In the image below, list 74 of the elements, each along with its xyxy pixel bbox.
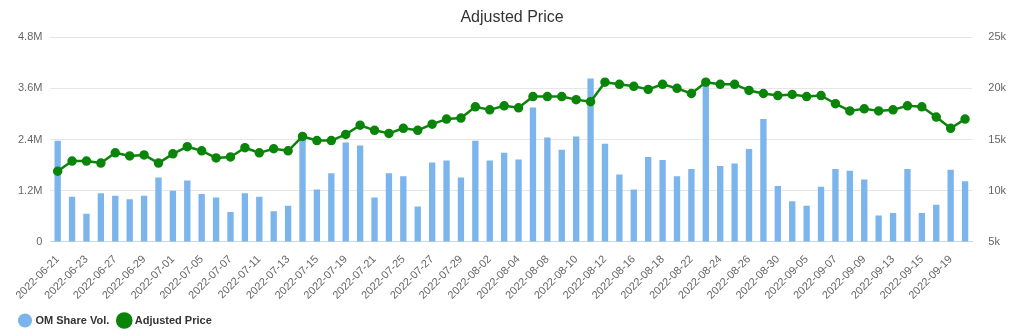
bar (731, 163, 738, 242)
bar (54, 140, 61, 242)
bar (428, 162, 436, 242)
bar (659, 160, 666, 242)
bar (630, 189, 637, 242)
bar (169, 190, 177, 242)
bar (155, 177, 162, 242)
bar (500, 152, 508, 242)
bar (601, 143, 609, 242)
y-tick-label: 2.4M (17, 132, 43, 145)
bar (832, 168, 839, 242)
bar (486, 160, 493, 242)
bar (861, 179, 868, 242)
bar (68, 196, 76, 242)
bar (846, 170, 854, 242)
bar (83, 213, 90, 242)
legend-label: OM Share Vol. (35, 313, 110, 326)
y2-tick-label: 5k (988, 234, 1001, 247)
bar (889, 212, 897, 242)
legend-label: Adjusted Price (134, 313, 212, 326)
bar (515, 159, 522, 242)
bar (140, 195, 148, 242)
bar (918, 212, 926, 242)
bar (126, 199, 133, 242)
y-tick-label: 0 (36, 234, 43, 247)
bar (875, 215, 882, 242)
y-tick-label: 3.6M (17, 81, 43, 94)
bar (817, 186, 825, 242)
bar (774, 186, 781, 242)
bar (97, 193, 105, 242)
bar (198, 194, 205, 242)
bar (544, 137, 551, 242)
chart-title: Adjusted Price (460, 8, 564, 26)
bar (673, 176, 681, 242)
y2-tick-label: 15k (988, 132, 1007, 145)
bar (112, 195, 119, 242)
bar (414, 206, 421, 242)
bar (688, 168, 695, 242)
bar (284, 205, 292, 242)
bar (789, 201, 796, 242)
bar (443, 160, 450, 242)
y2-tick-label: 10k (988, 183, 1007, 196)
y2-tick-label: 25k (988, 30, 1007, 43)
bar (760, 119, 767, 242)
bar (256, 196, 263, 242)
bar (472, 140, 479, 242)
bar (400, 176, 407, 242)
y2-tick-label: 20k (988, 81, 1007, 94)
bar (947, 169, 954, 242)
bar (645, 157, 652, 242)
bar (803, 205, 810, 242)
bar (212, 197, 220, 242)
bar (587, 78, 594, 242)
bar (313, 189, 321, 242)
bar (241, 193, 249, 242)
bar (573, 136, 580, 242)
y-tick-label: 1.2M (17, 183, 43, 196)
bar (616, 174, 623, 242)
y-tick-label: 4.8M (17, 30, 43, 43)
bar (961, 181, 969, 242)
bar (184, 180, 191, 242)
bar (270, 211, 277, 242)
bar (457, 177, 465, 242)
bar (717, 165, 724, 242)
bar (558, 149, 565, 242)
bar (371, 197, 378, 242)
bar (904, 168, 911, 242)
bar (227, 212, 234, 242)
bar (385, 173, 393, 242)
bar (745, 148, 753, 242)
bar (328, 173, 335, 242)
bar (356, 145, 364, 242)
bar (933, 204, 940, 242)
bar (529, 107, 537, 242)
